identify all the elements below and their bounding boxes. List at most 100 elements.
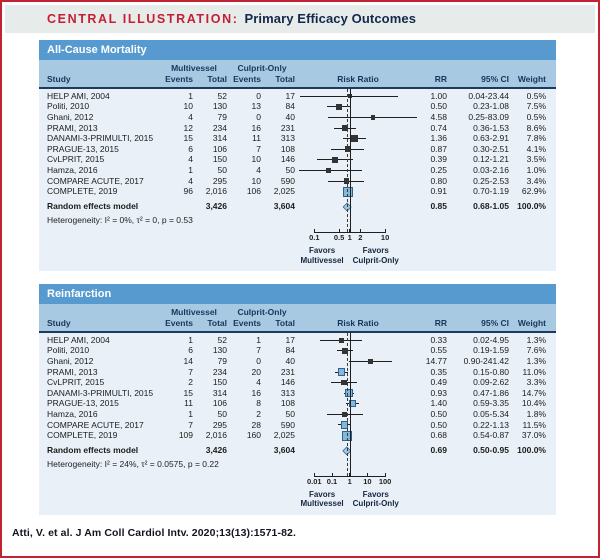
axis-row: 0.01 0.1 1 10 100 — [45, 471, 550, 488]
col-header-ci: 95% CI — [481, 74, 509, 85]
forest-plot-cell — [299, 186, 417, 197]
mv-total-value: 52 — [217, 334, 227, 345]
point-estimate-marker — [341, 430, 352, 441]
forest-plot-cell — [299, 420, 417, 431]
col-header-risk-ratio: Risk Ratio — [337, 74, 379, 85]
study-row: COMPARE ACUTE, 2017 7 295 28 590 0.50 0.22-1.1… — [45, 420, 550, 431]
ci-value: 0.03-2.16 — [473, 164, 509, 175]
favors-left-line1: Favors — [308, 245, 336, 255]
study-row: Ghani, 2012 4 79 0 40 4.58 0.25-83.09 0.5% — [45, 112, 550, 123]
group-header-multivessel: Multivessel — [171, 306, 217, 317]
axis-tick-label: 0.5 — [333, 232, 345, 242]
rr-value: 14.77 — [425, 355, 447, 366]
axis-tick-label: 100 — [378, 476, 392, 486]
axis-tick — [359, 228, 361, 233]
co-events-value: 1 — [256, 334, 261, 345]
reference-line-rr1 — [349, 332, 351, 476]
favors-labels: Favors Multivessel Favors Culprit-Only — [301, 490, 399, 509]
col-header-mv-events: Events — [165, 74, 193, 85]
forest-plot-cell — [299, 399, 417, 410]
summary-weight-value: 100.0% — [517, 445, 546, 456]
rr-value: 0.91 — [430, 186, 447, 197]
co-total-value: 146 — [280, 377, 295, 388]
ci-value: 0.47-1.86 — [473, 387, 509, 398]
forest-plot-cell — [299, 409, 417, 420]
mv-total-value: 106 — [212, 398, 227, 409]
forest-plot-cell — [299, 377, 417, 388]
forest-plot-cell — [299, 102, 417, 113]
co-total-value: 40 — [285, 112, 295, 123]
point-estimate-marker — [341, 347, 349, 355]
co-events-value: 10 — [251, 175, 261, 186]
summary-diamond-cell — [299, 200, 417, 214]
mv-events-value: 14 — [183, 355, 193, 366]
ci-value: 0.09-2.62 — [473, 377, 509, 388]
weight-value: 7.5% — [526, 101, 546, 112]
rr-value: 0.74 — [430, 122, 447, 133]
study-name: COMPARE ACUTE, 2017 — [47, 419, 144, 430]
point-estimate-marker — [341, 124, 349, 132]
study-name: Ghani, 2012 — [47, 112, 94, 123]
weight-value: 1.0% — [526, 164, 546, 175]
forest-plot-cell — [299, 165, 417, 176]
mv-events-value: 96 — [183, 186, 193, 197]
axis-tick — [338, 228, 340, 233]
study-name: Hamza, 2016 — [47, 164, 98, 175]
axis-cell: 0.1 0.5 1 2 10 — [299, 227, 417, 244]
study-row: CvLPRIT, 2015 2 150 4 146 0.49 0.09-2.62 3.3% — [45, 377, 550, 388]
study-row: Politi, 2010 6 130 7 84 0.55 0.19-1.59 7.6% — [45, 346, 550, 357]
group-header-row: Multivessel Culprit-Only — [45, 307, 550, 318]
axis-tick — [384, 228, 386, 233]
axis-row: 0.1 0.5 1 2 10 — [45, 227, 550, 244]
point-estimate-marker — [343, 178, 350, 184]
co-total-value: 146 — [280, 154, 295, 165]
axis-tick — [313, 228, 315, 233]
summary-label: Random effects model — [47, 201, 139, 212]
co-total-value: 590 — [280, 175, 295, 186]
forest-plot-cell — [299, 176, 417, 187]
weight-value: 3.4% — [526, 175, 546, 186]
ci-value: 0.04-23.44 — [468, 90, 509, 101]
forest-plot-cell — [299, 91, 417, 102]
forest-plot-cell — [299, 346, 417, 357]
group-header-multivessel: Multivessel — [171, 63, 217, 74]
forest-plot-cell — [299, 388, 417, 399]
co-events-value: 160 — [246, 430, 261, 441]
mv-events-value: 6 — [188, 345, 193, 356]
axis-tick — [313, 472, 315, 477]
axis-tick-label: 10 — [380, 232, 390, 242]
co-events-value: 20 — [251, 366, 261, 377]
ci-value: 0.59-3.35 — [473, 398, 509, 409]
co-total-value: 40 — [285, 355, 295, 366]
ci-value: 0.23-1.08 — [473, 101, 509, 112]
summary-co-total: 3,604 — [273, 445, 295, 456]
ci-value: 0.19-1.59 — [473, 345, 509, 356]
rr-value: 1.36 — [430, 133, 447, 144]
point-estimate-marker — [343, 186, 354, 197]
study-row: PRAGUE-13, 2015 11 106 8 108 1.40 0.59-3.35 10.… — [45, 399, 550, 410]
summary-diamond-cell — [299, 444, 417, 458]
mv-total-value: 2,016 — [205, 186, 227, 197]
axis-tick-label: 0.1 — [326, 476, 338, 486]
weight-value: 0.5% — [526, 112, 546, 123]
co-total-value: 2,025 — [273, 186, 295, 197]
co-total-value: 17 — [285, 334, 295, 345]
mv-total-value: 50 — [217, 408, 227, 419]
mv-total-value: 234 — [212, 122, 227, 133]
mv-total-value: 150 — [212, 154, 227, 165]
co-events-value: 106 — [246, 186, 261, 197]
pooled-estimate-dashed-line — [346, 332, 348, 476]
mv-total-value: 150 — [212, 377, 227, 388]
mv-total-value: 130 — [212, 345, 227, 356]
point-estimate-marker — [332, 157, 338, 163]
rr-value: 0.93 — [430, 387, 447, 398]
rr-value: 1.40 — [430, 398, 447, 409]
study-name: CvLPRIT, 2015 — [47, 377, 105, 388]
forest-plot-cell — [299, 430, 417, 441]
rr-value: 1.00 — [430, 90, 447, 101]
column-header-row: Study Events Total Events Total Risk Rat… — [45, 74, 550, 85]
co-events-value: 2 — [256, 408, 261, 419]
co-events-value: 7 — [256, 345, 261, 356]
co-events-value: 4 — [256, 377, 261, 388]
